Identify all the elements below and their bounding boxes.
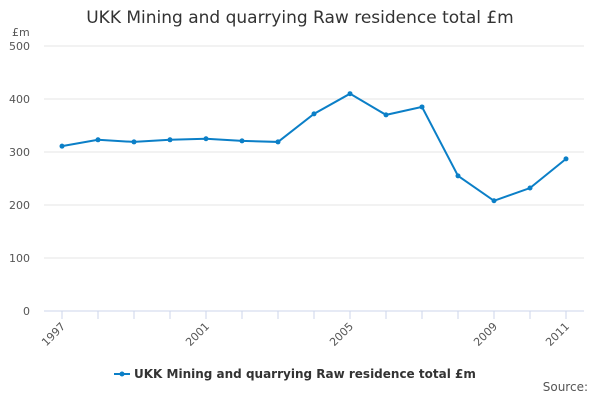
- data-point: [563, 156, 569, 162]
- legend-marker: [119, 371, 125, 377]
- data-point: [275, 139, 281, 145]
- chart-title: UKK Mining and quarrying Raw residence t…: [86, 8, 514, 28]
- y-tick-label: 500: [9, 40, 30, 53]
- data-point: [383, 112, 389, 118]
- data-point: [131, 139, 137, 145]
- x-tick-label: 2005: [327, 320, 356, 349]
- legend-label: UKK Mining and quarrying Raw residence t…: [134, 367, 476, 381]
- data-point: [239, 138, 245, 144]
- data-point: [455, 173, 461, 179]
- data-point: [491, 198, 497, 204]
- data-point: [203, 136, 209, 142]
- y-tick-label: 200: [9, 199, 30, 212]
- source-label: Source:: [542, 380, 588, 394]
- data-point: [59, 143, 65, 149]
- y-tick-label: 400: [9, 93, 30, 106]
- y-tick-label: 100: [9, 252, 30, 265]
- x-tick-label: 2009: [471, 320, 500, 349]
- x-tick-label: 1997: [39, 320, 68, 349]
- y-tick-label: 300: [9, 146, 30, 159]
- data-point: [95, 137, 101, 143]
- y-tick-label: 0: [23, 305, 30, 318]
- data-point: [167, 137, 173, 143]
- data-point: [347, 91, 353, 97]
- series-line: [61, 92, 567, 202]
- x-tick-label: 2011: [543, 320, 572, 349]
- data-point: [527, 185, 533, 191]
- y-axis-label: £m: [12, 26, 30, 39]
- data-point: [311, 111, 317, 117]
- x-tick-label: 2001: [183, 320, 212, 349]
- data-point: [419, 104, 425, 110]
